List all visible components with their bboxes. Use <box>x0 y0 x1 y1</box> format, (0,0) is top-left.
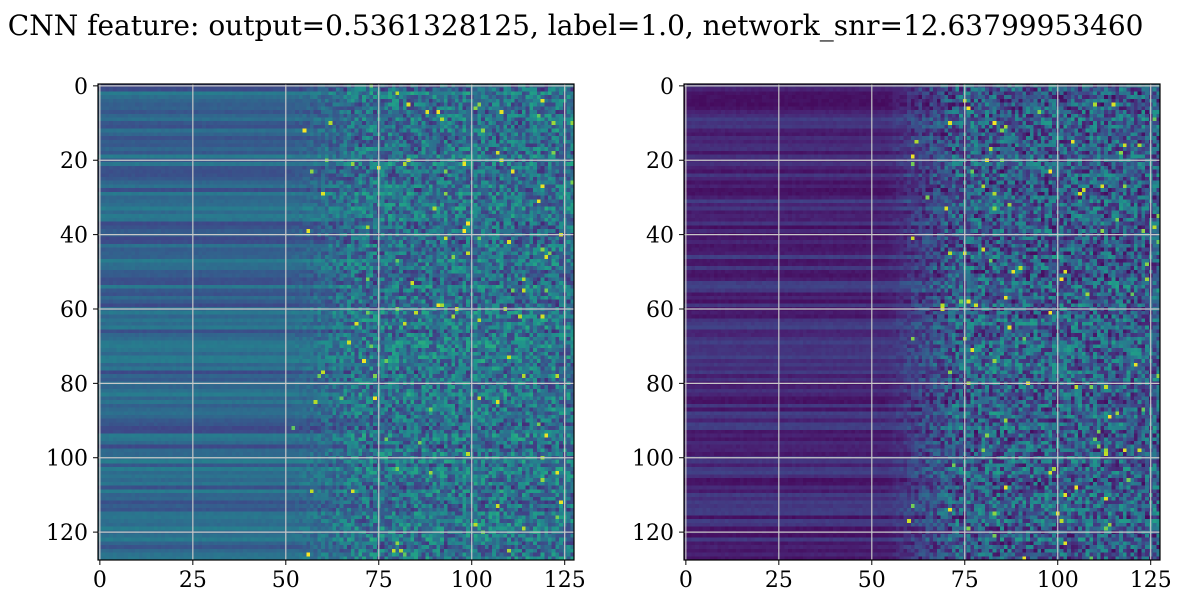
x-tick-label: 75 <box>365 568 393 593</box>
figure-title: G CNN feature: output=0.5361328125, labe… <box>0 9 1144 42</box>
heatmap-right: 0 25 50 75 100 125 0 20 40 60 80 100 120 <box>632 75 1172 593</box>
axes-frame <box>97 83 575 561</box>
x-tick-label: 125 <box>544 568 586 593</box>
x-tick-label: 100 <box>451 568 493 593</box>
heatmap-image <box>684 84 1160 560</box>
heatmap-left: 0 25 50 75 100 125 0 20 40 60 80 100 120 <box>46 75 586 593</box>
y-tick-label: 80 <box>646 372 674 397</box>
y-tick-label: 100 <box>46 447 88 472</box>
y-tick-label: 120 <box>632 521 674 546</box>
y-tick-label: 60 <box>60 298 88 323</box>
y-tick-label: 40 <box>60 224 88 249</box>
x-tick-label: 75 <box>951 568 979 593</box>
x-tick-label: 100 <box>1037 568 1079 593</box>
y-tick-label: 100 <box>632 447 674 472</box>
y-tick-label: 120 <box>46 521 88 546</box>
x-tick-label: 0 <box>679 568 693 593</box>
y-tick-label: 80 <box>60 372 88 397</box>
y-tick-label: 0 <box>660 75 674 100</box>
x-tick-label: 25 <box>179 568 207 593</box>
y-tick-label: 20 <box>60 149 88 174</box>
x-tick-label: 50 <box>272 568 300 593</box>
axes-frame <box>683 83 1161 561</box>
x-tick-label: 50 <box>858 568 886 593</box>
x-tick-label: 0 <box>93 568 107 593</box>
heatmap-image <box>98 84 574 560</box>
y-tick-label: 20 <box>646 149 674 174</box>
x-tick-label: 125 <box>1130 568 1172 593</box>
y-tick-label: 40 <box>646 224 674 249</box>
y-tick-label: 0 <box>74 75 88 100</box>
y-tick-label: 60 <box>646 298 674 323</box>
x-tick-label: 25 <box>765 568 793 593</box>
